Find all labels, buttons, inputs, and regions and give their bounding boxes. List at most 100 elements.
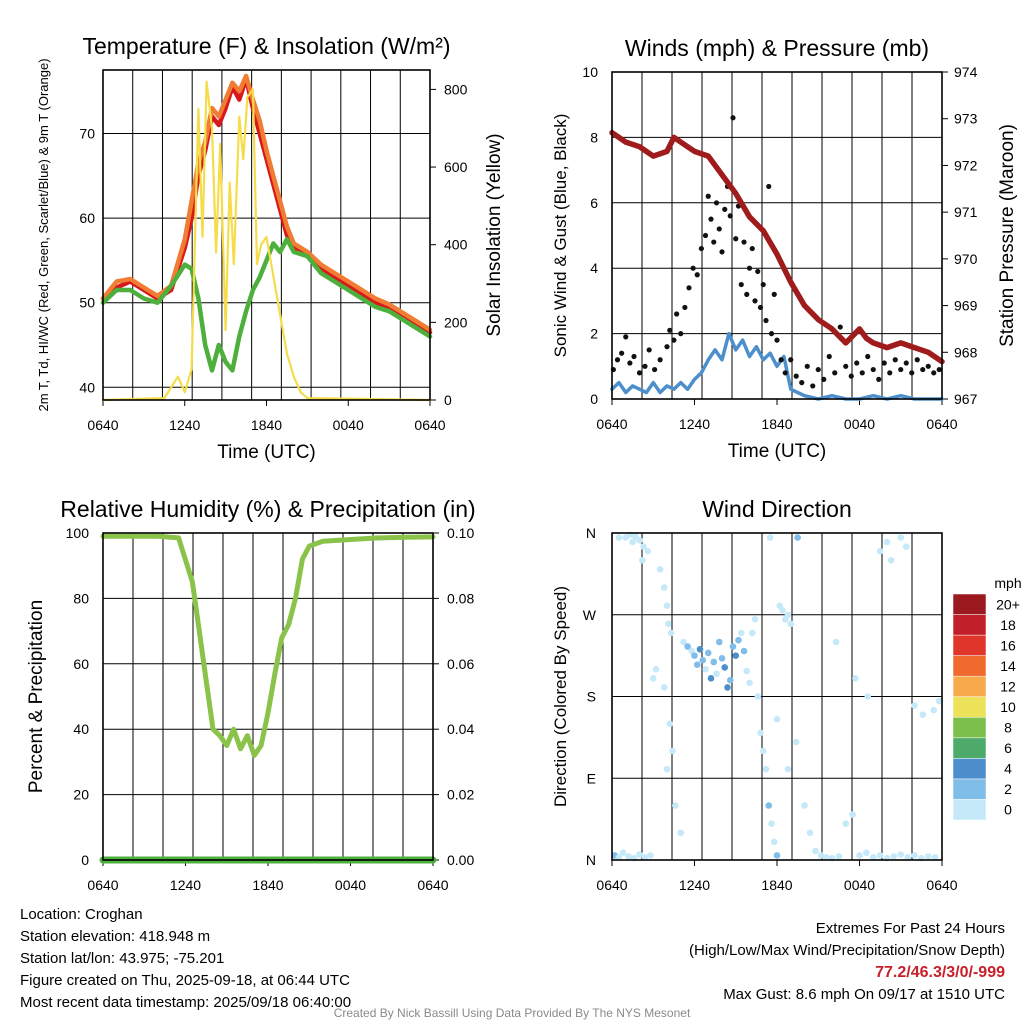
direction-point <box>890 853 898 860</box>
direction-point <box>897 851 905 858</box>
direction-point <box>801 802 808 809</box>
gust-point <box>664 344 670 350</box>
y-tick-label: 60 <box>73 656 89 672</box>
direction-point <box>666 720 674 728</box>
gust-point <box>909 370 915 376</box>
direction-point <box>638 556 646 564</box>
gust-point <box>741 239 747 245</box>
y-axis-label: Percent & Precipitation <box>26 600 47 793</box>
gust-point <box>793 373 799 379</box>
gust-point <box>623 334 629 340</box>
y-tick-label: E <box>587 770 596 786</box>
direction-point <box>684 643 691 650</box>
gust-point <box>636 370 643 376</box>
pressure-line <box>609 129 945 365</box>
gust-point <box>727 213 733 219</box>
y-tick-label-right: 971 <box>954 204 978 220</box>
direction-point <box>748 629 756 637</box>
colorbar-swatch <box>952 593 987 615</box>
gust-point <box>733 236 739 242</box>
x-tick-label: 1840 <box>251 417 282 433</box>
gust-point <box>854 360 860 366</box>
y-tick-label-right: 969 <box>954 298 978 314</box>
direction-point <box>671 802 679 809</box>
x-tick-label: 0640 <box>596 416 627 432</box>
direction-point <box>902 543 910 550</box>
gust-point <box>738 281 744 288</box>
gust-point <box>815 366 821 373</box>
gust-point <box>914 357 920 363</box>
direction-point <box>930 706 938 714</box>
y-tick-label-right: 0 <box>444 392 452 408</box>
direction-point <box>636 851 643 858</box>
y-tick-label: N <box>586 852 596 868</box>
plot-frame <box>102 69 431 401</box>
recent-timestamp: Most recent data timestamp: 2025/09/18 0… <box>20 994 352 1011</box>
gust-point <box>843 363 849 369</box>
x-axis-label: Time (UTC) <box>217 442 316 463</box>
gust-point <box>716 226 722 232</box>
y-tick-label: 100 <box>66 525 90 541</box>
y-tick-label-right: 600 <box>444 159 468 175</box>
direction-point <box>835 853 843 860</box>
y-axis-label: 2m T, Td, HI/WC (Red, Green, Scarlet/Blu… <box>36 58 51 411</box>
gust-point <box>698 245 704 252</box>
direction-point <box>768 820 775 827</box>
y-tick-label: 20 <box>73 787 89 803</box>
gust-point <box>821 376 827 382</box>
colorbar-swatch <box>952 758 987 780</box>
x-tick-label: 0040 <box>335 877 366 893</box>
colorbar-swatch <box>952 717 987 739</box>
gust-point <box>713 200 720 206</box>
direction-point <box>765 802 773 809</box>
x-tick-label: 0040 <box>844 877 875 893</box>
gust-point <box>782 370 788 376</box>
x-tick-label: 1840 <box>761 877 792 893</box>
direction-point <box>713 670 720 678</box>
direction-point <box>740 647 748 655</box>
direction-point <box>724 684 731 691</box>
y-tick-label-right: 0.00 <box>447 852 474 868</box>
x-tick-label: 0640 <box>87 417 118 433</box>
direction-point <box>852 675 859 682</box>
direction-point <box>911 852 918 859</box>
direction-point <box>669 747 676 755</box>
series-line-4 <box>101 80 432 402</box>
direction-point <box>737 629 745 637</box>
gust-point <box>870 366 876 373</box>
extremes-values: 77.2/46.3/3/0/-999 <box>875 964 1005 981</box>
series-line-2 <box>100 73 433 333</box>
colorbar-label: 6 <box>1004 740 1012 756</box>
x-tick-label: 0640 <box>596 877 627 893</box>
x-tick-label: 0640 <box>87 877 118 893</box>
direction-point <box>693 661 701 669</box>
x-tick-label: 1240 <box>170 877 201 893</box>
y-tick-label-right: 0.06 <box>447 656 474 672</box>
y-tick-label: 0 <box>81 852 89 868</box>
x-tick-label: 1840 <box>252 877 283 893</box>
y-tick-label: 8 <box>590 129 598 145</box>
station-info: Location: Croghan Station elevation: 418… <box>20 904 351 1014</box>
gust-point <box>778 357 784 363</box>
panel-title: Wind Direction <box>702 496 852 522</box>
gust-point <box>859 370 865 376</box>
direction-point <box>766 534 774 541</box>
gust-point <box>898 366 904 373</box>
direction-point <box>869 853 877 861</box>
direction-point <box>883 538 891 546</box>
x-tick-label: 0640 <box>417 877 448 893</box>
y-tick-label-right: 0.02 <box>447 787 474 803</box>
direction-point <box>856 852 863 859</box>
gust-point <box>903 360 909 366</box>
y-axis-label: Direction (Colored By Speed) <box>551 586 570 807</box>
direction-point <box>699 656 707 664</box>
colorbar-label: 20+ <box>996 596 1020 612</box>
panel-2: Winds (mph) & Pressure (mb) 0640 1240 1840 0… <box>551 35 1018 462</box>
direction-point <box>787 620 795 628</box>
direction-point <box>629 538 636 546</box>
gust-point <box>788 357 794 363</box>
direction-point <box>832 638 840 646</box>
gust-point <box>711 239 717 245</box>
gust-point <box>694 272 700 278</box>
x-tick-label: 1240 <box>679 416 710 432</box>
